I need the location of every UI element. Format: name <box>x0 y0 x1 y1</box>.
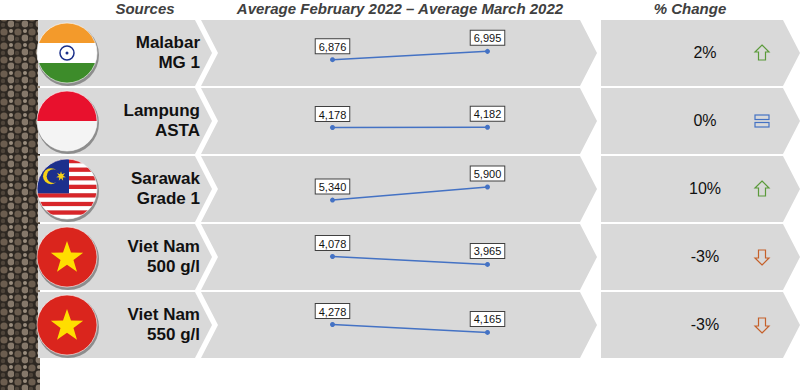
svg-text:4,165: 4,165 <box>474 313 502 325</box>
html-text:Viet Nam 550 g/l: Viet Nam 550 g/l <box>127 305 200 344</box>
svg-text:6,876: 6,876 <box>319 41 347 53</box>
svg-text:6,995: 6,995 <box>474 32 502 44</box>
html-text:Viet Nam 500 g/l: Viet Nam 500 g/l <box>127 237 200 276</box>
html-text:Sources: Sources <box>115 0 175 17</box>
svg-text:4,178: 4,178 <box>319 109 347 121</box>
svg-text:4,078: 4,078 <box>319 238 347 250</box>
html-text:Lampung ASTA: Lampung ASTA <box>123 101 200 140</box>
svg-text:4,182: 4,182 <box>474 108 502 120</box>
svg-text:3,965: 3,965 <box>474 245 502 257</box>
html-text:-3%: -3% <box>690 316 720 333</box>
svg-text:5,340: 5,340 <box>319 181 347 193</box>
html-text:0%: 0% <box>693 112 717 129</box>
svg-text:4,278: 4,278 <box>319 306 347 318</box>
html-text:Average February 2022 – Averag: Average February 2022 – Average March 20… <box>236 0 564 17</box>
html-text:Malabar MG 1: Malabar MG 1 <box>135 33 200 72</box>
html-text:10%: 10% <box>689 180 721 197</box>
svg-text:5,900: 5,900 <box>474 168 502 180</box>
html-text:-3%: -3% <box>690 248 720 265</box>
html-text:2%: 2% <box>693 44 717 61</box>
html-text:Sarawak Grade 1: Sarawak Grade 1 <box>131 169 200 208</box>
html-text:% Change: % Change <box>653 0 727 17</box>
